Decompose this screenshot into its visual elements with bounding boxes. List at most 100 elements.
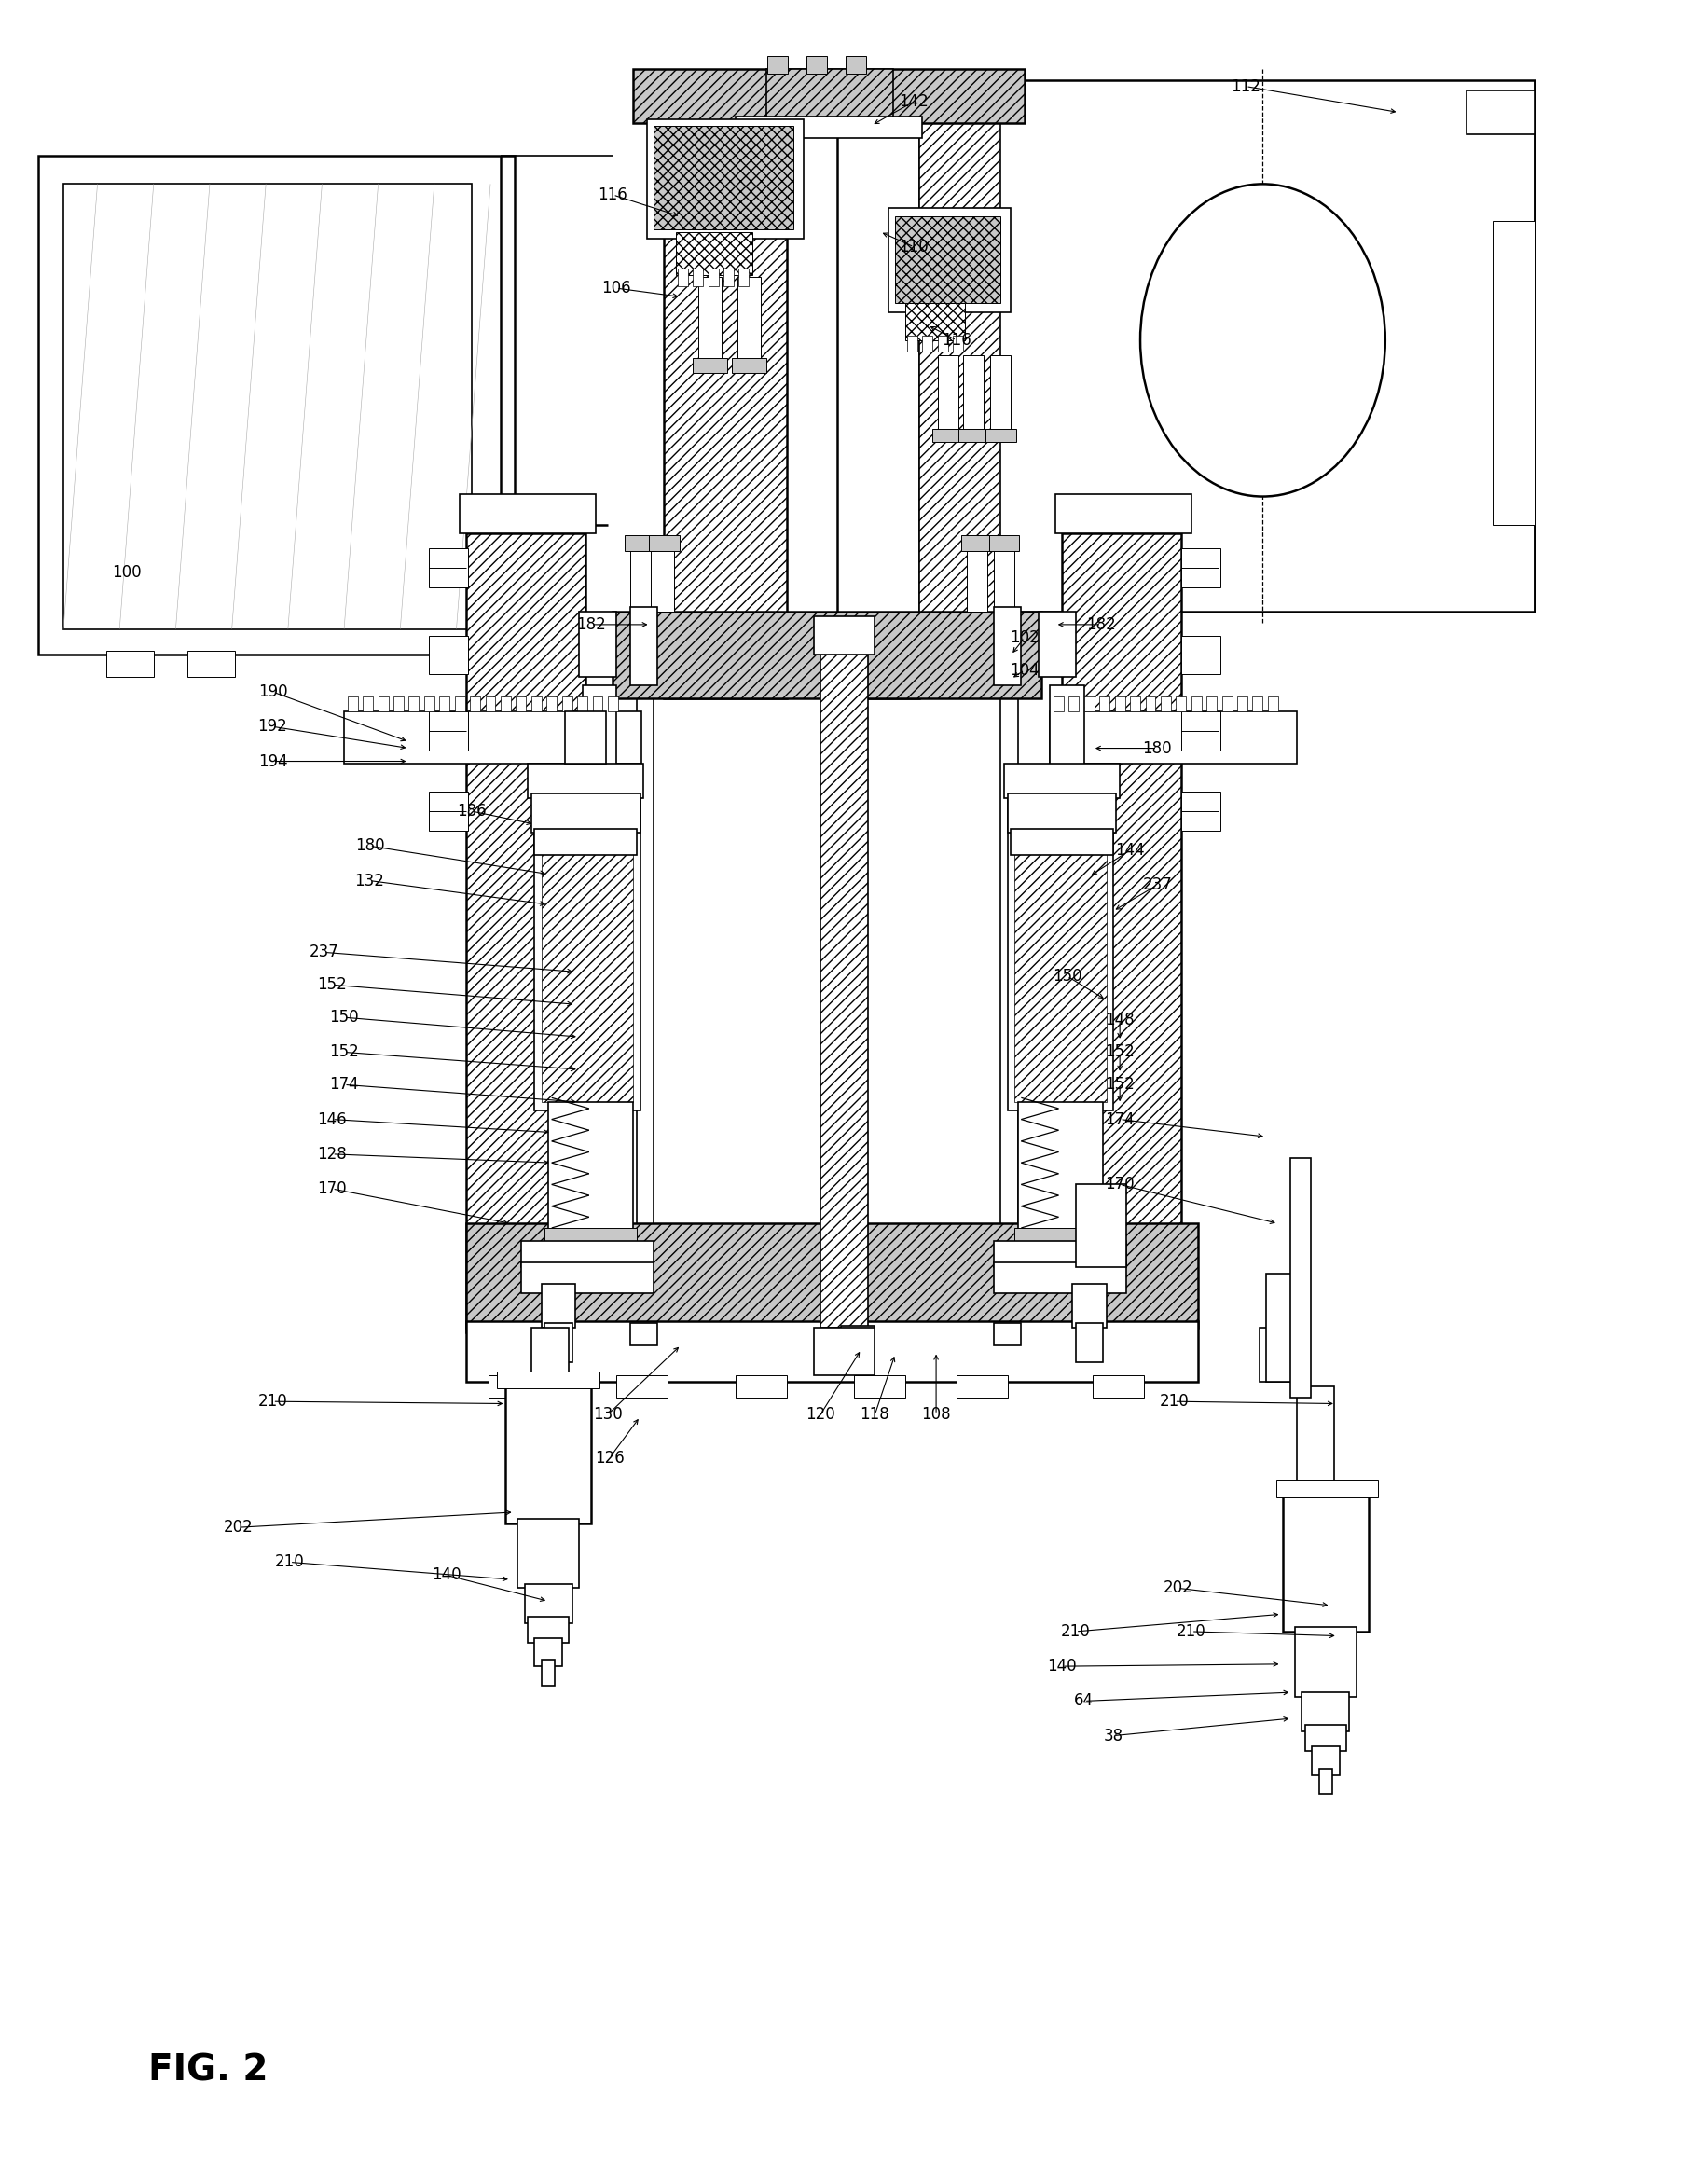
Text: 128: 128 (318, 1146, 347, 1163)
Bar (531, 1329, 569, 1383)
Bar (1071, 1285, 1105, 1329)
Text: 190: 190 (258, 684, 287, 701)
Bar (547, 697, 557, 712)
Text: 102: 102 (1009, 629, 1038, 647)
Text: 104: 104 (1009, 662, 1038, 680)
Bar (845, 57, 866, 74)
Bar (692, 357, 726, 372)
Text: 186: 186 (456, 804, 487, 819)
Bar (1252, 697, 1262, 712)
Bar (1296, 1387, 1334, 1483)
Text: 174: 174 (1105, 1111, 1134, 1128)
Bar (963, 355, 984, 438)
Bar (654, 547, 673, 612)
Bar (1049, 686, 1083, 782)
Bar (188, 651, 236, 677)
Bar (654, 126, 793, 229)
Bar (593, 697, 603, 712)
Bar (466, 1322, 1197, 1383)
Bar (895, 216, 1001, 303)
Text: 64: 64 (1074, 1692, 1093, 1710)
Bar (613, 612, 1040, 699)
Bar (1301, 1692, 1349, 1732)
Text: 170: 170 (1105, 1176, 1134, 1194)
Bar (962, 536, 992, 551)
Bar (521, 1241, 654, 1268)
Bar (562, 697, 572, 712)
Bar (854, 1376, 905, 1396)
Text: 106: 106 (601, 279, 630, 296)
Bar (454, 697, 465, 712)
Bar (1049, 712, 1296, 764)
Bar (1144, 697, 1155, 712)
Bar (1068, 697, 1078, 712)
Text: 202: 202 (224, 1518, 253, 1535)
Bar (424, 697, 434, 712)
Bar (634, 70, 1025, 124)
Text: 150: 150 (1052, 967, 1081, 984)
Bar (953, 335, 963, 351)
Bar (518, 1518, 579, 1588)
Bar (429, 791, 468, 830)
Bar (697, 277, 721, 368)
Text: 146: 146 (318, 1111, 347, 1128)
Bar (565, 712, 606, 764)
Bar (1129, 697, 1139, 712)
Bar (1206, 697, 1216, 712)
Bar (506, 1385, 591, 1522)
Text: 180: 180 (355, 839, 384, 854)
Bar (907, 335, 917, 351)
Bar (994, 1324, 1021, 1346)
Text: 182: 182 (576, 616, 605, 634)
Bar (649, 536, 678, 551)
Text: 148: 148 (1105, 1011, 1134, 1028)
Bar (630, 608, 658, 686)
Bar (820, 656, 868, 1329)
Bar (958, 429, 989, 442)
Bar (1015, 1228, 1105, 1250)
Bar (1091, 1376, 1143, 1396)
Bar (625, 536, 656, 551)
Bar (994, 1241, 1126, 1268)
Bar (516, 697, 526, 712)
Bar (1049, 775, 1083, 799)
Bar (986, 429, 1016, 442)
Text: 192: 192 (258, 719, 287, 734)
Text: 182: 182 (1086, 616, 1115, 634)
Bar (1040, 795, 1088, 817)
Bar (466, 1224, 1197, 1329)
Bar (994, 608, 1021, 686)
Text: 130: 130 (593, 1407, 622, 1422)
Bar (470, 697, 480, 712)
Bar (647, 120, 803, 237)
Bar (765, 70, 893, 118)
Bar (1190, 697, 1201, 712)
Text: 210: 210 (1158, 1394, 1189, 1409)
Text: 150: 150 (330, 1008, 359, 1026)
Bar (938, 335, 948, 351)
Bar (582, 775, 617, 799)
Bar (541, 797, 634, 1102)
Bar (535, 788, 640, 1111)
Text: 237: 237 (1143, 876, 1172, 893)
Text: 116: 116 (941, 331, 970, 348)
Bar (956, 81, 1534, 612)
Bar (429, 712, 468, 751)
Bar (888, 207, 1011, 311)
Bar (722, 268, 733, 285)
Text: 142: 142 (898, 94, 929, 109)
Text: 116: 116 (598, 187, 627, 203)
Bar (736, 277, 760, 368)
Bar (63, 183, 471, 629)
Text: 152: 152 (318, 976, 347, 993)
Text: 140: 140 (430, 1566, 461, 1583)
Bar (377, 697, 388, 712)
Bar (1180, 549, 1220, 588)
Bar (1018, 1102, 1102, 1237)
Text: 126: 126 (594, 1451, 623, 1466)
Bar (938, 355, 958, 438)
Bar (1276, 1479, 1378, 1496)
Bar (545, 1228, 637, 1250)
Bar (548, 1102, 634, 1237)
Bar (734, 118, 922, 139)
